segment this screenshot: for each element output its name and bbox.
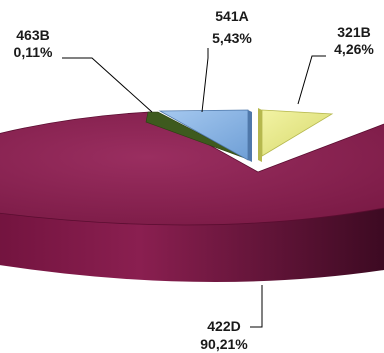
slice-422D — [0, 111, 384, 226]
leader-321B — [297, 55, 326, 105]
label-541A-value: 5,43% — [212, 30, 252, 46]
slice-541A — [158, 109, 249, 161]
label-321B-value: 4,26% — [334, 41, 374, 57]
label-463B-value: 0,11% — [14, 44, 53, 60]
label-422D-value: 90,21% — [200, 336, 248, 352]
leader-463B — [62, 57, 153, 113]
label-321B-name: 321B — [337, 24, 370, 40]
label-422D-name: 422D — [207, 318, 240, 334]
slice-541A-side — [248, 110, 252, 162]
label-463B-name: 463B — [16, 27, 49, 43]
leader-422D — [250, 285, 263, 328]
slice-321B — [261, 109, 334, 157]
label-541A-name: 541A — [215, 8, 248, 24]
leader-541A — [201, 48, 209, 113]
slice-321B-side — [258, 108, 262, 162]
